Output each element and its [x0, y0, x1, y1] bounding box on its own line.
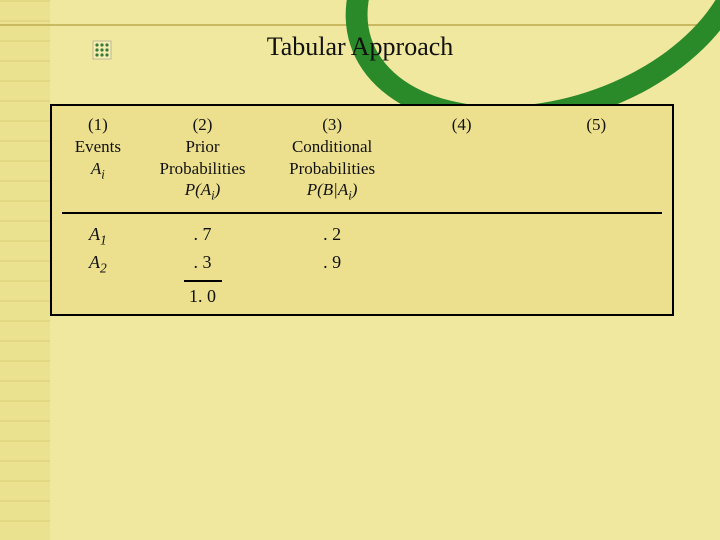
col-num: (4) [397, 114, 527, 136]
col-symbol: P(Ai) [138, 179, 268, 204]
cell-empty [397, 250, 527, 278]
cell-prior: . 3 [138, 250, 268, 278]
col-4-header: (4) [397, 114, 527, 204]
col-label: Conditional [267, 136, 397, 158]
col-num: (1) [58, 114, 138, 136]
table-row: A1 . 7 . 2 [58, 222, 666, 250]
cell-sum: 1. 0 [138, 278, 268, 308]
cell-event: A1 [58, 222, 138, 250]
table-header: (1) Events Ai (2) Prior Probabilities P(… [52, 106, 672, 210]
table-row: A2 . 3 . 9 [58, 250, 666, 278]
cell-empty [397, 222, 527, 250]
cell-empty [58, 278, 138, 308]
cell-empty [526, 278, 666, 308]
col-num: (5) [526, 114, 666, 136]
col-symbol: Ai [58, 158, 138, 183]
left-texture [0, 0, 50, 540]
col-symbol: P(B|Ai) [267, 179, 397, 204]
cell-cond: . 9 [267, 250, 397, 278]
sum-value: 1. 0 [138, 284, 268, 308]
col-label: Events [58, 136, 138, 158]
col-label: Probabilities [138, 158, 268, 180]
col-2-header: (2) Prior Probabilities P(Ai) [138, 114, 268, 204]
cell-empty [397, 278, 527, 308]
col-1-header: (1) Events Ai [58, 114, 138, 204]
col-3-header: (3) Conditional Probabilities P(B|Ai) [267, 114, 397, 204]
cell-empty [267, 278, 397, 308]
cell-prior: . 7 [138, 222, 268, 250]
cell-event: A2 [58, 250, 138, 278]
table-container: (1) Events Ai (2) Prior Probabilities P(… [50, 104, 674, 316]
col-num: (2) [138, 114, 268, 136]
col-5-header: (5) [526, 114, 666, 204]
cell-empty [526, 222, 666, 250]
slide-title: Tabular Approach [0, 32, 720, 62]
cell-cond: . 2 [267, 222, 397, 250]
col-num: (3) [267, 114, 397, 136]
sum-rule [184, 280, 222, 282]
col-label: Probabilities [267, 158, 397, 180]
cell-empty [526, 250, 666, 278]
col-label: Prior [138, 136, 268, 158]
table-body: A1 . 7 . 2 A2 . 3 . 9 1. 0 [52, 214, 672, 308]
table-sum-row: 1. 0 [58, 278, 666, 308]
